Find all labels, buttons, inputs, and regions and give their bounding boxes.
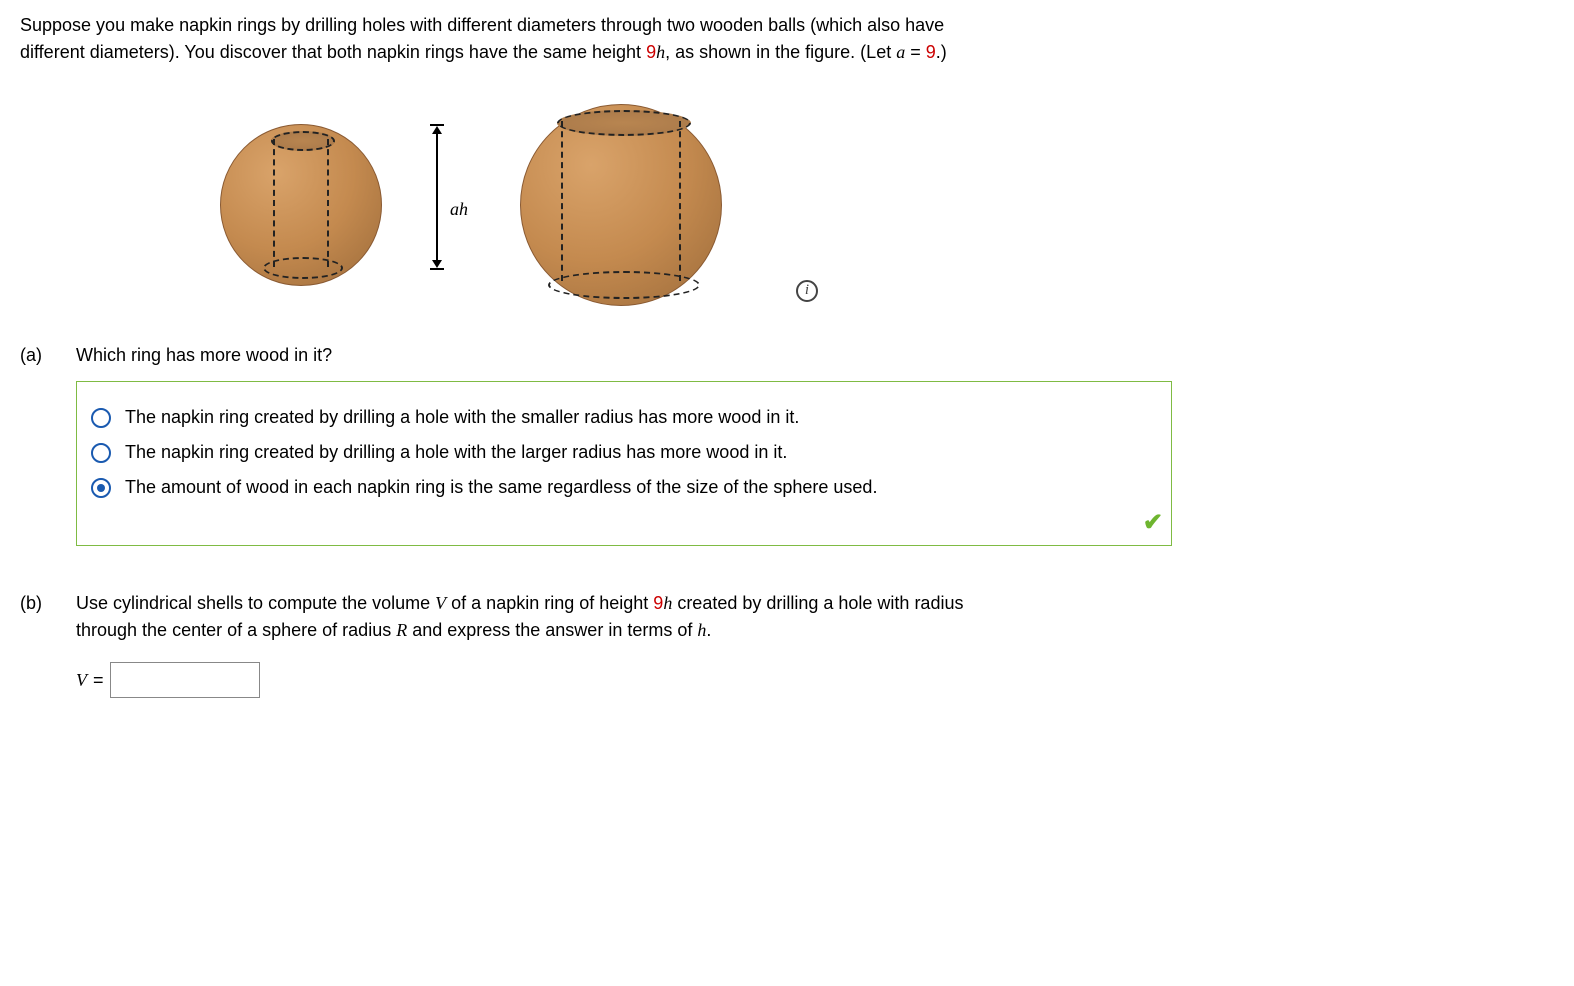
info-icon[interactable]: i xyxy=(796,280,818,302)
radio-icon[interactable] xyxy=(91,408,111,428)
qline2-pre: different diameters). You discover that … xyxy=(20,42,646,62)
V: V xyxy=(435,593,446,613)
t: and express the answer in terms of xyxy=(407,620,697,640)
part-a: (a) Which ring has more wood in it? The … xyxy=(20,342,1554,546)
option-2[interactable]: The napkin ring created by drilling a ho… xyxy=(91,439,1157,466)
equals-label: = xyxy=(93,667,104,694)
nine: 9 xyxy=(646,42,656,62)
answer-box: The napkin ring created by drilling a ho… xyxy=(76,381,1172,546)
dash-line xyxy=(273,139,275,267)
a-eq: a xyxy=(896,42,905,62)
option-label: The napkin ring created by drilling a ho… xyxy=(125,439,787,466)
radio-icon[interactable] xyxy=(91,443,111,463)
part-a-label: (a) xyxy=(20,342,76,546)
hole-bot-small xyxy=(263,257,343,279)
option-label: The napkin ring created by drilling a ho… xyxy=(125,404,799,431)
height-indicator: ah xyxy=(430,124,444,270)
radio-icon[interactable] xyxy=(91,478,111,498)
qline2-post: .) xyxy=(936,42,947,62)
qline2-mid: , as shown in the figure. (Let xyxy=(665,42,896,62)
sphere-large xyxy=(520,104,722,306)
R: R xyxy=(396,620,407,640)
volume-input[interactable] xyxy=(110,662,260,698)
hole-top-small xyxy=(271,131,335,151)
question-text: Suppose you make napkin rings by drillin… xyxy=(20,12,1554,66)
t: created by drilling a hole with radius xyxy=(672,593,963,613)
checkmark-icon: ✔ xyxy=(1143,505,1163,541)
h-letter: h xyxy=(656,42,665,62)
hole-top-large xyxy=(557,110,691,136)
h: h xyxy=(663,593,672,613)
t: Use cylindrical shells to compute the vo… xyxy=(76,593,435,613)
a-val: 9 xyxy=(926,42,936,62)
V-label: V xyxy=(76,667,87,694)
sphere-small xyxy=(220,124,382,286)
option-1[interactable]: The napkin ring created by drilling a ho… xyxy=(91,404,1157,431)
height-label: ah xyxy=(450,196,468,223)
t: through the center of a sphere of radius xyxy=(76,620,396,640)
t: . xyxy=(706,620,711,640)
part-a-prompt: Which ring has more wood in it? xyxy=(76,342,1554,369)
dash-line xyxy=(327,139,329,267)
part-b-prompt: Use cylindrical shells to compute the vo… xyxy=(76,590,1554,644)
dash-line xyxy=(561,121,563,281)
option-3[interactable]: The amount of wood in each napkin ring i… xyxy=(91,474,1157,501)
part-b-label: (b) xyxy=(20,590,76,698)
h: h xyxy=(697,620,706,640)
equals: = xyxy=(905,42,926,62)
part-b: (b) Use cylindrical shells to compute th… xyxy=(20,590,1554,698)
nine: 9 xyxy=(653,593,663,613)
qline1: Suppose you make napkin rings by drillin… xyxy=(20,15,944,35)
t: of a napkin ring of height xyxy=(446,593,653,613)
figure: ah i xyxy=(220,94,1554,314)
hole-bot-large xyxy=(548,271,700,299)
volume-answer: V = xyxy=(76,662,1554,698)
dash-line xyxy=(679,121,681,281)
option-label: The amount of wood in each napkin ring i… xyxy=(125,474,877,501)
